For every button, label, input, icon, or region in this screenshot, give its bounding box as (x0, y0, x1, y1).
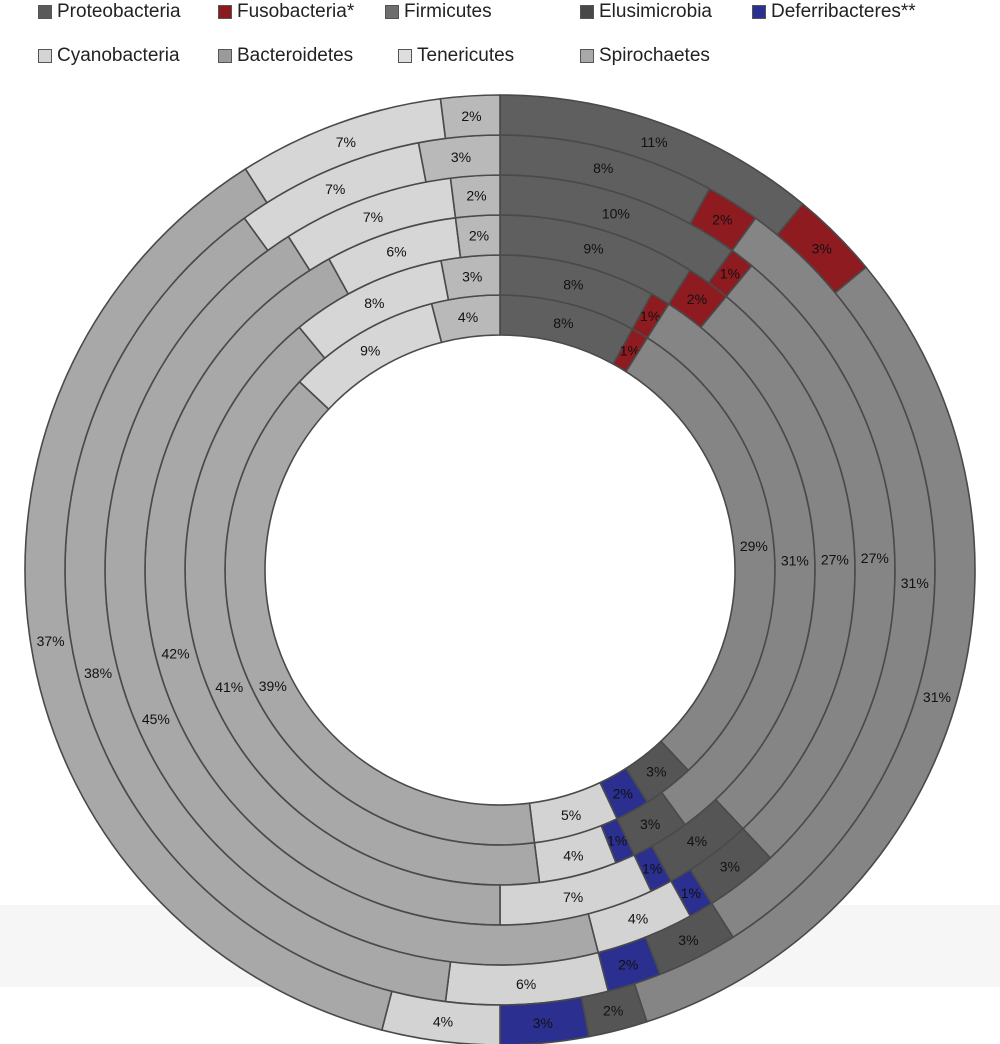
ring-2-label-proteobacteria: 8% (563, 276, 583, 292)
legend-item-firmicutes: Firmicutes (385, 0, 492, 24)
ring-3-label-spirochaetes: 42% (162, 645, 190, 661)
ring-1-label-firmicutes: 29% (740, 538, 768, 554)
ring-5-label-tenericutes: 7% (325, 181, 345, 197)
ring-6-label-fusobacteria: 3% (812, 240, 832, 256)
ring-2-label-spirochaetes: 41% (215, 679, 243, 695)
legend-swatch (580, 49, 594, 63)
ring-5-label-bacteroidetes: 3% (451, 149, 471, 165)
legend-swatch (752, 5, 766, 19)
legend-swatch (38, 49, 52, 63)
ring-3-label-tenericutes: 6% (386, 243, 406, 259)
legend-label: Tenericutes (417, 45, 515, 66)
ring-6-label-deferribacteres: 3% (533, 1015, 553, 1031)
legend-item-bacteroidetes: Bacteroidetes (218, 44, 353, 68)
legend-item-proteobacteria: Proteobacteria (38, 0, 181, 24)
ring-6-label-cyanobacteria: 4% (433, 1013, 453, 1029)
ring-6-segment-bacteroidetes (439, 94, 501, 140)
legend-label: Fusobacteria* (237, 1, 355, 22)
ring-6-label-tenericutes: 7% (336, 134, 356, 150)
ring-6-label-elusimicrobia: 2% (603, 1003, 623, 1019)
legend-label: Spirochaetes (599, 45, 710, 66)
ring-2-label-elusimicrobia: 3% (640, 816, 660, 832)
ring-3-label-bacteroidetes: 2% (469, 228, 489, 244)
ring-4-label-deferribacteres: 1% (681, 885, 701, 901)
ring-5-label-deferribacteres: 2% (618, 957, 638, 973)
legend-swatch (218, 5, 232, 19)
ring-3-label-fusobacteria: 2% (687, 291, 707, 307)
ring-5-label-fusobacteria: 2% (712, 212, 732, 228)
legend-label: Proteobacteria (57, 1, 181, 22)
ring-1-label-proteobacteria: 8% (553, 315, 573, 331)
ring-6-label-bacteroidetes: 2% (461, 108, 481, 124)
ring-3-label-elusimicrobia: 4% (687, 833, 707, 849)
legend-label: Firmicutes (404, 1, 492, 22)
ring-1-label-deferribacteres: 2% (613, 785, 633, 801)
legend-item-elusimicrobia: Elusimicrobia (580, 0, 712, 24)
ring-5-label-cyanobacteria: 6% (516, 976, 536, 992)
legend-swatch (398, 49, 412, 63)
ring-3-label-deferribacteres: 1% (642, 860, 662, 876)
ring-2-label-deferribacteres: 1% (607, 833, 627, 849)
ring-5-label-proteobacteria: 8% (593, 160, 613, 176)
ring-1-label-fusobacteria: 1% (620, 343, 640, 359)
ring-6-label-proteobacteria: 11% (641, 134, 668, 150)
ring-2-label-cyanobacteria: 4% (563, 848, 583, 864)
ring-5-label-firmicutes: 31% (901, 575, 929, 591)
ring-5-label-elusimicrobia: 3% (678, 932, 698, 948)
legend: Proteobacteria Fusobacteria* Firmicutes … (0, 0, 1000, 80)
ring-4-label-proteobacteria: 10% (602, 205, 630, 221)
ring-1-label-tenericutes: 9% (360, 343, 380, 359)
ring-5-label-spirochaetes: 38% (84, 665, 112, 681)
ring-4-label-spirochaetes: 45% (142, 711, 170, 727)
legend-item-deferribacteres: Deferribacteres** (752, 0, 916, 24)
ring-2-label-firmicutes: 31% (781, 553, 809, 569)
ring-1-label-bacteroidetes: 4% (458, 309, 478, 325)
ring-4-label-elusimicrobia: 3% (720, 858, 740, 874)
ring-4-label-tenericutes: 7% (363, 209, 383, 225)
legend-swatch (580, 5, 594, 19)
legend-swatch (38, 5, 52, 19)
legend-label: Deferribacteres** (771, 1, 916, 22)
ring-2-label-tenericutes: 8% (364, 295, 384, 311)
ring-3-label-proteobacteria: 9% (583, 240, 603, 256)
legend-label: Bacteroidetes (237, 45, 354, 66)
legend-item-fusobacteria: Fusobacteria* (218, 0, 354, 24)
ring-4-label-fusobacteria: 1% (720, 266, 740, 282)
ring-1-label-cyanobacteria: 5% (561, 807, 581, 823)
legend-item-tenericutes: Tenericutes (398, 44, 514, 68)
legend-swatch (218, 49, 232, 63)
legend-item-spirochaetes: Spirochaetes (580, 44, 710, 68)
legend-label: Cyanobacteria (57, 45, 180, 66)
ring-3-label-cyanobacteria: 7% (563, 889, 583, 905)
legend-item-cyanobacteria: Cyanobacteria (38, 44, 180, 68)
ring-4-label-bacteroidetes: 2% (466, 188, 486, 204)
ring-2-label-fusobacteria: 1% (640, 308, 660, 324)
ring-4-label-firmicutes: 27% (861, 550, 889, 566)
legend-swatch (385, 5, 399, 19)
ring-6-label-firmicutes: 31% (923, 689, 951, 705)
ring-1-label-elusimicrobia: 3% (646, 763, 666, 779)
ring-6-label-spirochaetes: 37% (37, 633, 65, 649)
legend-label: Elusimicrobia (599, 1, 712, 22)
ring-4-label-cyanobacteria: 4% (628, 911, 648, 927)
ring-3-label-firmicutes: 27% (821, 551, 849, 567)
ring-1-label-spirochaetes: 39% (259, 678, 287, 694)
ring-2-label-bacteroidetes: 3% (462, 268, 482, 284)
